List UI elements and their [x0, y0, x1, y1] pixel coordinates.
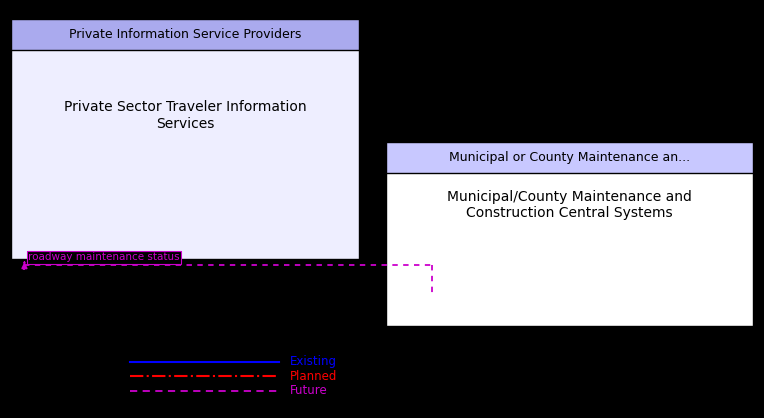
Text: Municipal/County Maintenance and
Construction Central Systems: Municipal/County Maintenance and Constru… — [447, 190, 691, 220]
Bar — [386, 142, 753, 326]
Bar — [11, 19, 359, 50]
Bar — [386, 142, 753, 173]
Text: Municipal or County Maintenance an...: Municipal or County Maintenance an... — [448, 151, 690, 164]
Text: roadway maintenance status: roadway maintenance status — [28, 252, 180, 262]
Bar — [11, 19, 359, 259]
Text: Existing: Existing — [290, 355, 338, 368]
Text: Private Information Service Providers: Private Information Service Providers — [69, 28, 302, 41]
Text: Future: Future — [290, 384, 328, 398]
Text: Private Sector Traveler Information
Services: Private Sector Traveler Information Serv… — [64, 100, 306, 130]
Text: Planned: Planned — [290, 370, 338, 383]
